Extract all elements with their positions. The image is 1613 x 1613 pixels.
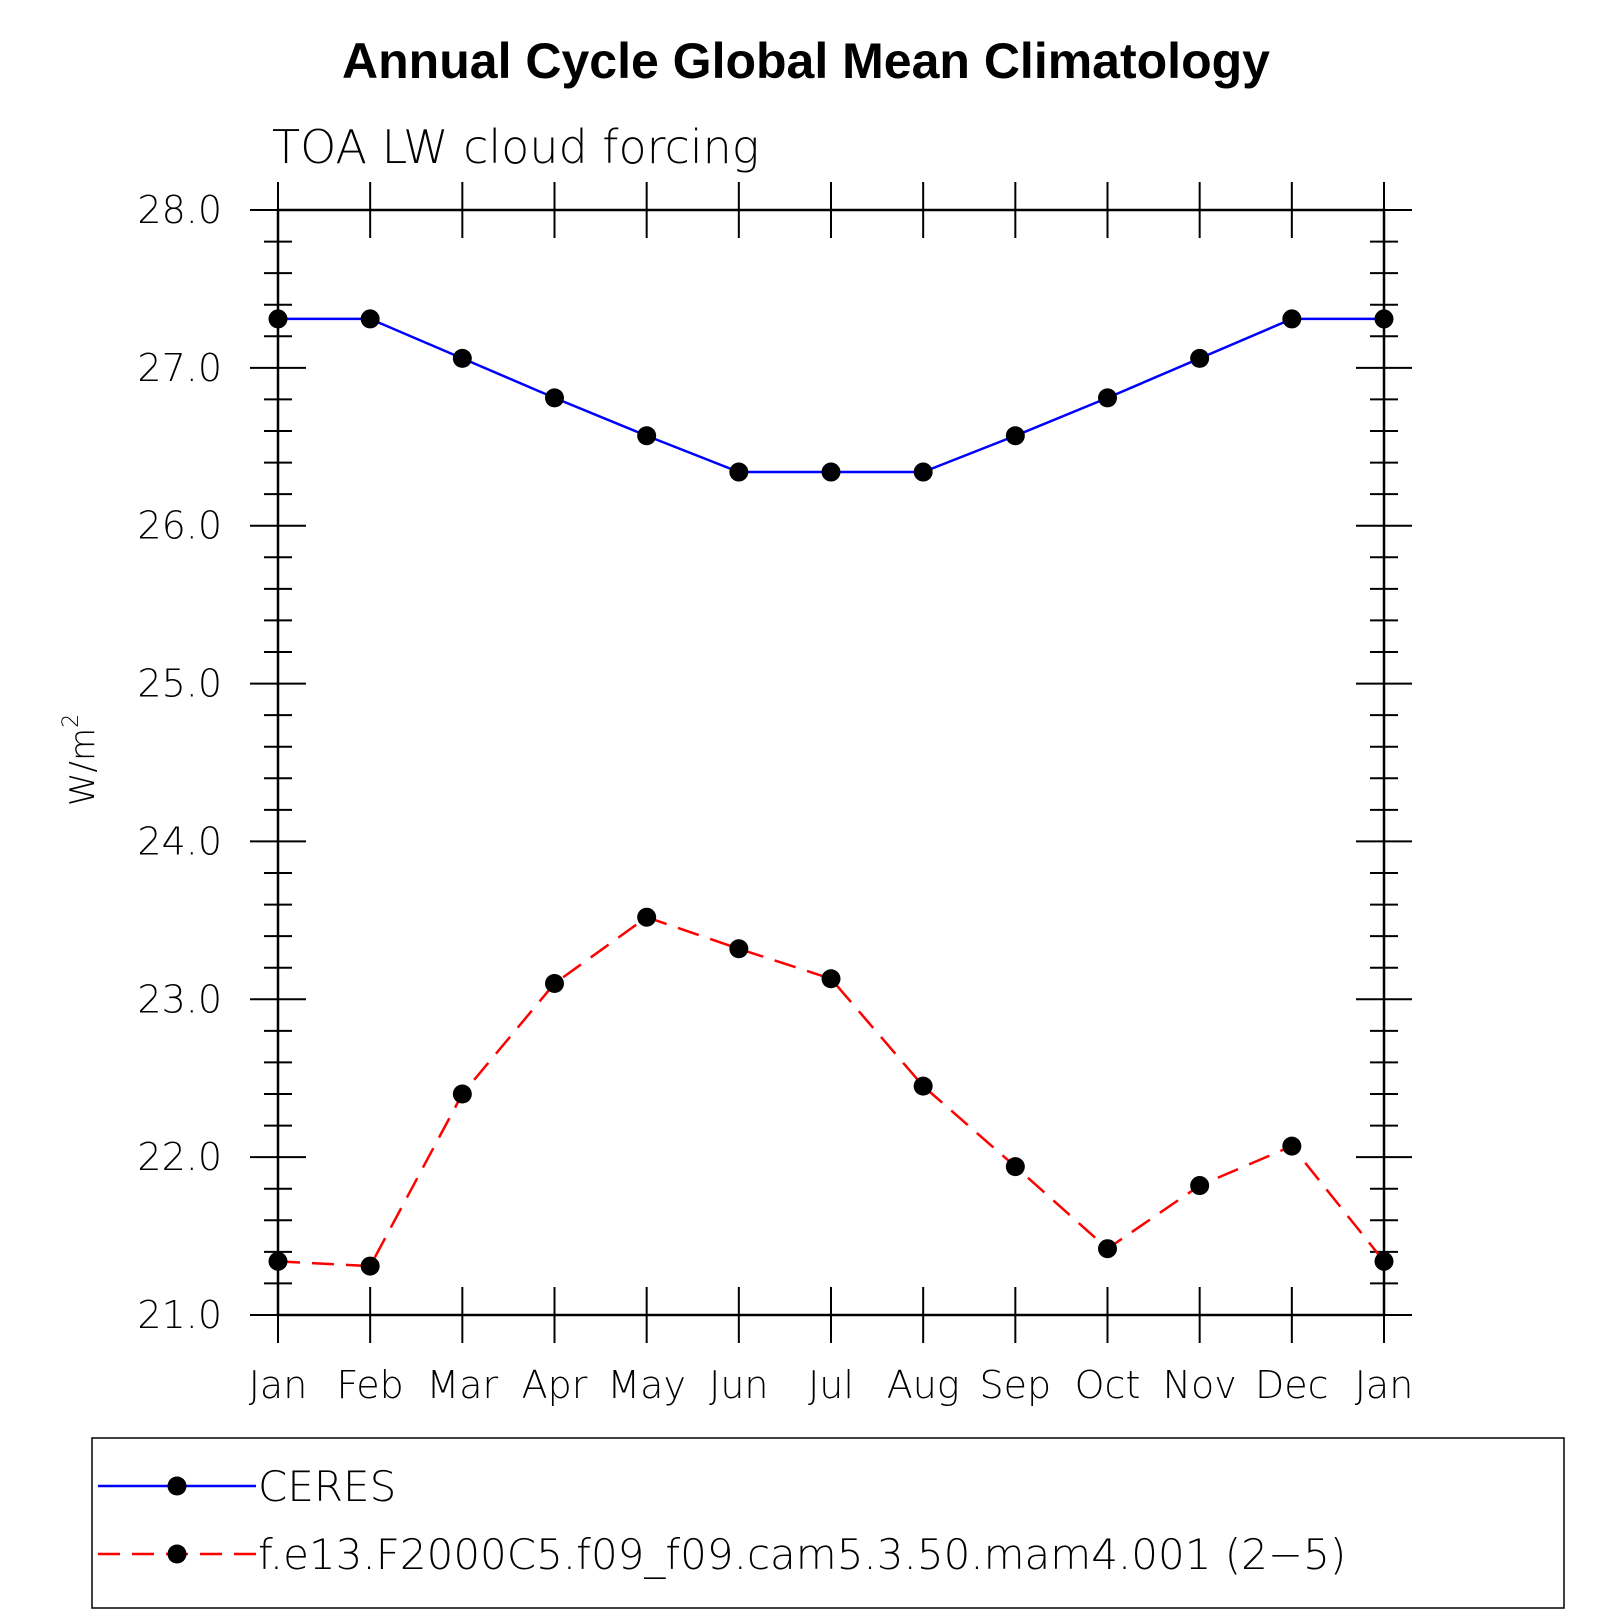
series-2-point (1282, 1136, 1302, 1156)
x-tick-label: Jul (808, 1363, 854, 1407)
chart-title: Annual Cycle Global Mean Climatology (342, 33, 1270, 89)
x-tick-label: Jan (1355, 1363, 1414, 1407)
series-1-point (1282, 309, 1302, 329)
series-2-point (545, 974, 564, 993)
x-tick-label: Jan (249, 1363, 308, 1407)
legend: CERES f.e13.F2000C5.f09_f09.cam5.3.50.mam… (91, 1437, 1565, 1609)
x-tick-label: Jun (709, 1363, 768, 1407)
x-tick-label: Nov (1163, 1363, 1237, 1407)
series-2-point (729, 939, 749, 959)
series-1-point (821, 462, 841, 482)
chart-subtitle: TOA LW cloud forcing (272, 120, 759, 174)
series-1-point (637, 426, 657, 446)
legend-marker-2 (167, 1544, 187, 1564)
x-tick-label: May (607, 1363, 686, 1407)
series-2-point (1098, 1239, 1117, 1259)
y-tick-label: 25.0 (137, 662, 222, 706)
series-1-point (360, 309, 380, 329)
legend-label-1: CERES (258, 1462, 396, 1511)
x-tick-label: Mar (426, 1363, 498, 1407)
axes: 21.0 22.0 23.0 24.0 25.0 26.0 27.0 28.0 Jan Feb Ma… (137, 182, 1413, 1407)
series-2-point (637, 907, 657, 927)
y-tick-label: 24.0 (137, 819, 222, 863)
series-line-1 (278, 317, 1384, 474)
series-layer (268, 309, 1394, 1276)
y-axis-label: W/m2 (59, 714, 103, 806)
y-tick-label: 22.0 (137, 1135, 222, 1179)
series-2-point (1374, 1251, 1394, 1271)
x-tick-label: Feb (337, 1363, 404, 1407)
legend-label-2: f.e13.F2000C5.f09_f09.cam5.3.50.mam4.001… (258, 1530, 1346, 1579)
plot-frame (276, 208, 1386, 1317)
series-1-point (729, 462, 749, 482)
series-1-point (545, 388, 564, 408)
y-tick-label: 23.0 (137, 977, 222, 1021)
y-tick-label: 26.0 (137, 504, 222, 548)
y-tick-label: 21.0 (137, 1293, 222, 1337)
y-axis-label-text: W/m (63, 728, 103, 806)
series-2-point (821, 969, 841, 989)
x-tick-label: Aug (887, 1363, 960, 1407)
y-tick-label: 28.0 (137, 188, 222, 232)
x-tick-label: Apr (522, 1363, 588, 1407)
legend-box (91, 1437, 1565, 1609)
legend-marker-1 (167, 1476, 187, 1496)
series-2-point (360, 1256, 380, 1276)
y-axis-label-superscript: 2 (59, 714, 84, 728)
x-tick-label: Dec (1255, 1363, 1329, 1407)
series-2-point (268, 1251, 288, 1271)
series-2-point (1005, 1157, 1025, 1177)
x-tick-label: Oct (1075, 1363, 1141, 1407)
series-2-point (1190, 1176, 1210, 1196)
series-2-point (452, 1084, 472, 1104)
series-1-point (1005, 426, 1025, 446)
series-1-point (1098, 388, 1117, 408)
series-2-point (913, 1076, 933, 1096)
series-1-point (452, 348, 472, 368)
x-tick-label: Sep (980, 1363, 1052, 1407)
series-1-point (1374, 309, 1394, 329)
series-1-point (268, 309, 288, 329)
y-tick-label: 27.0 (137, 346, 222, 390)
series-1-point (913, 462, 933, 482)
series-1-point (1190, 348, 1210, 368)
